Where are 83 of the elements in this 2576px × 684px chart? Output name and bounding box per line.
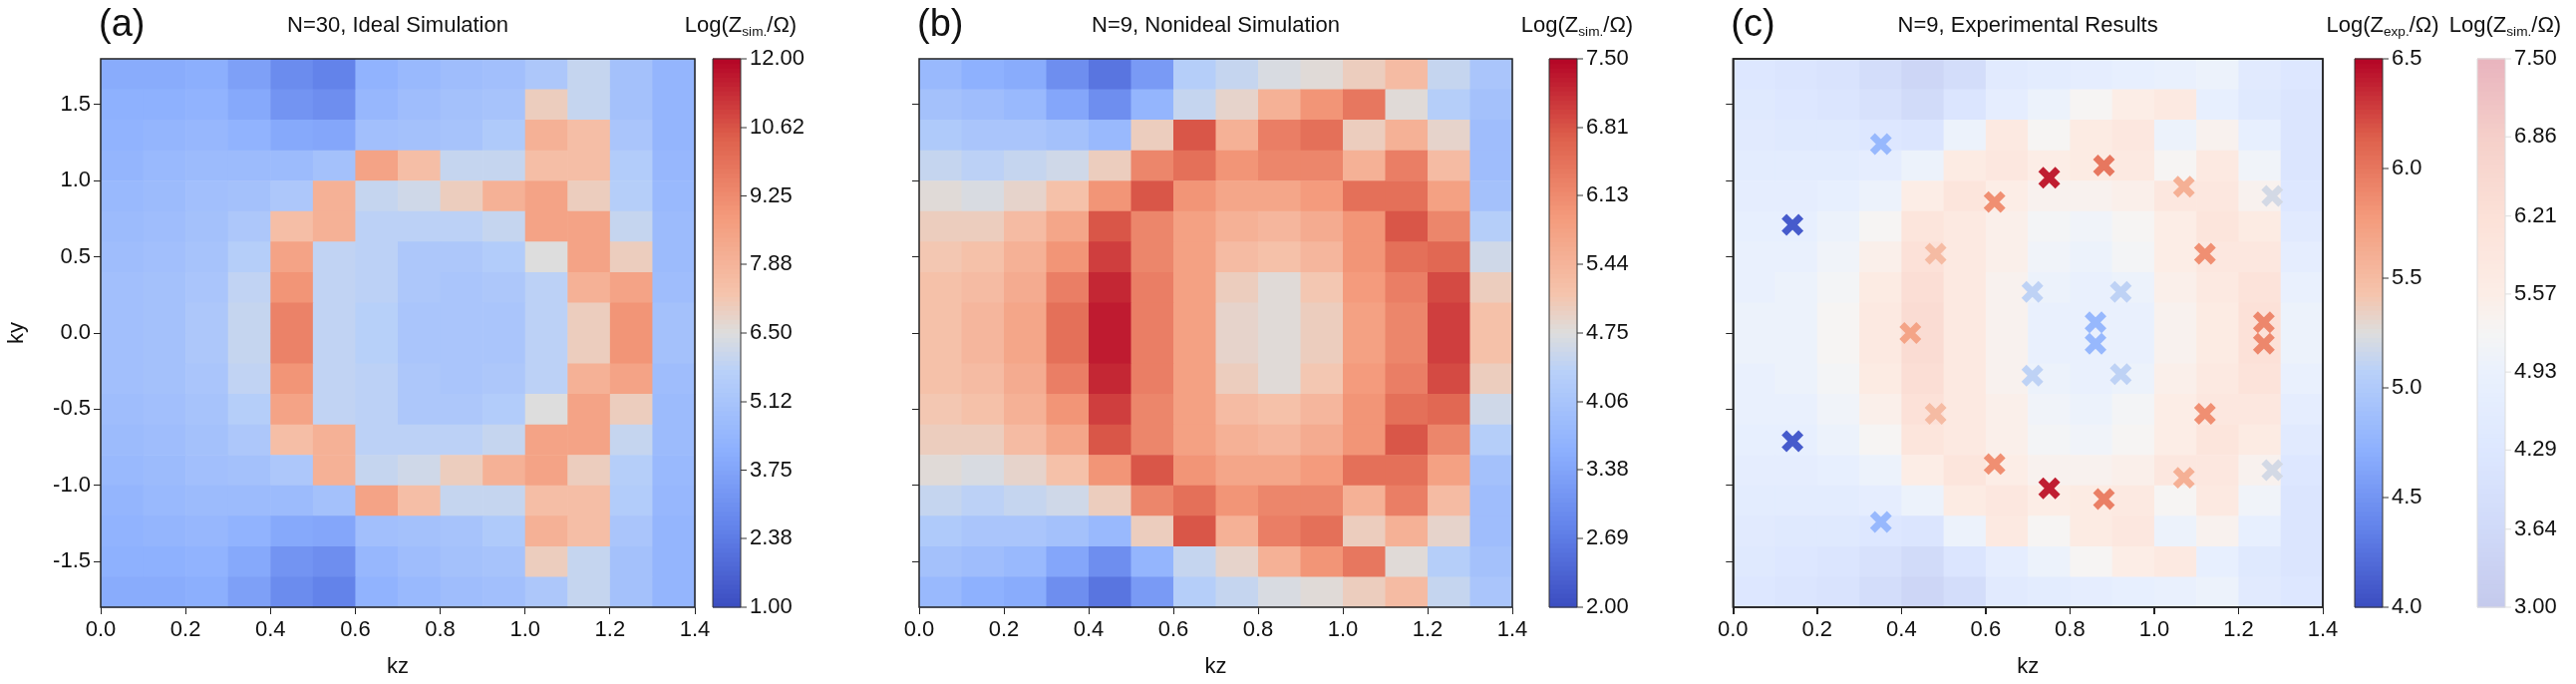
- y-tick-label: 0.0: [60, 319, 91, 345]
- color-bar-label: 4.93: [2514, 358, 2557, 384]
- x-tick-label: 0.2: [1801, 616, 1833, 642]
- color-bar-label: 5.12: [750, 388, 793, 414]
- x-tick-label: 0.4: [1073, 616, 1105, 642]
- point: [1923, 241, 1948, 266]
- point: [2020, 279, 2045, 304]
- color-bar-label: 3.75: [750, 456, 793, 482]
- x-tick-label: 1.4: [679, 616, 711, 642]
- point: [2020, 363, 2045, 388]
- x-tick-label: 0.4: [254, 616, 286, 642]
- x-tick-label: 0.0: [85, 616, 117, 642]
- x-tick-label: 0.2: [988, 616, 1020, 642]
- color-bar-label: 7.50: [1586, 45, 1629, 71]
- x-tick-label: 0.8: [2055, 616, 2086, 642]
- x-tick-label: 1.0: [509, 616, 541, 642]
- point: [2192, 401, 2217, 426]
- color-bar-label: 6.0: [2392, 155, 2422, 180]
- x-axis-title: kz: [387, 652, 409, 678]
- point: [1923, 401, 1948, 426]
- color-bar-label: 10.62: [750, 114, 805, 140]
- color-bar-label: 6.81: [1586, 114, 1629, 140]
- point: [1898, 321, 1923, 345]
- color-bar-label: 4.75: [1586, 319, 1629, 345]
- y-tick-label: 0.5: [60, 242, 91, 268]
- color-bar-label: 5.0: [2392, 374, 2422, 400]
- x-tick-label: 0.6: [340, 616, 371, 642]
- color-bar-label: 5.57: [2514, 279, 2557, 305]
- x-tick-label: 0.2: [169, 616, 201, 642]
- x-tick-label: 1.2: [594, 616, 626, 642]
- point: [2192, 241, 2217, 266]
- y-tick-label: -0.5: [53, 395, 91, 421]
- color-bar-label: 6.50: [750, 319, 793, 345]
- color-bar-label: 7.88: [750, 250, 793, 276]
- text: (c): [1731, 2, 1775, 45]
- color-bar-label: 4.5: [2392, 484, 2422, 510]
- color-bar-label: 6.5: [2392, 45, 2422, 71]
- color-bar-label: 4.29: [2514, 436, 2557, 462]
- x-tick-label: 0.4: [1886, 616, 1917, 642]
- color-bar-label: 9.25: [750, 181, 793, 207]
- x-tick-label: 0.6: [1157, 616, 1189, 642]
- y-tick-label: 1.5: [60, 90, 91, 116]
- chart-title: N=9, Nonideal Simulation: [1092, 12, 1340, 38]
- color-bar-label: 1.00: [750, 593, 793, 619]
- text: (b): [917, 2, 964, 45]
- color-bar-label: 2.00: [1586, 593, 1629, 619]
- x-tick-label: 0.6: [1970, 616, 2002, 642]
- x-tick-label: 0.8: [1242, 616, 1274, 642]
- x-tick-label: 1.4: [1496, 616, 1528, 642]
- y-tick-label: 1.0: [60, 167, 91, 192]
- x-tick-label: 0.0: [903, 616, 935, 642]
- x-tick-label: 1.0: [2138, 616, 2170, 642]
- x-tick-label: 0.0: [1717, 616, 1749, 642]
- color-bar-label: 3.64: [2514, 514, 2557, 540]
- text: (a): [99, 2, 146, 45]
- color-bar-label: 6.86: [2514, 123, 2557, 149]
- color-bar-label: 4.06: [1586, 388, 1629, 414]
- chart-title: N=9, Experimental Results: [1897, 12, 2158, 38]
- color-bar-label: 3.00: [2514, 593, 2557, 619]
- y-tick-label: -1.0: [53, 471, 91, 497]
- y-tick-label: -1.5: [53, 547, 91, 573]
- point: [2260, 458, 2285, 483]
- color-bar-label: 6.21: [2514, 201, 2557, 227]
- x-axis-title: kz: [2017, 652, 2040, 678]
- x-tick-label: 1.2: [2223, 616, 2254, 642]
- color-bar-label: 3.38: [1586, 456, 1629, 482]
- x-tick-label: 1.4: [2307, 616, 2339, 642]
- x-tick-label: 0.8: [425, 616, 456, 642]
- x-tick-label: 1.0: [1327, 616, 1359, 642]
- color-bar-label: 7.50: [2514, 45, 2557, 71]
- color-bar-label: 5.5: [2392, 264, 2422, 290]
- x-tick-label: 1.2: [1412, 616, 1444, 642]
- color-bar-label: 6.13: [1586, 181, 1629, 207]
- color-bar-label: 2.38: [750, 524, 793, 550]
- x-axis-title: kz: [1204, 652, 1227, 678]
- color-bar-label: 12.00: [750, 45, 805, 71]
- color-bar-label: 2.69: [1586, 524, 1629, 550]
- point: [2037, 476, 2062, 501]
- chart-title: N=30, Ideal Simulation: [287, 12, 508, 38]
- y-axis-title: ky: [3, 322, 29, 344]
- color-bar-label: 4.0: [2392, 593, 2422, 619]
- color-bar-label: 5.44: [1586, 250, 1629, 276]
- point: [2260, 183, 2285, 208]
